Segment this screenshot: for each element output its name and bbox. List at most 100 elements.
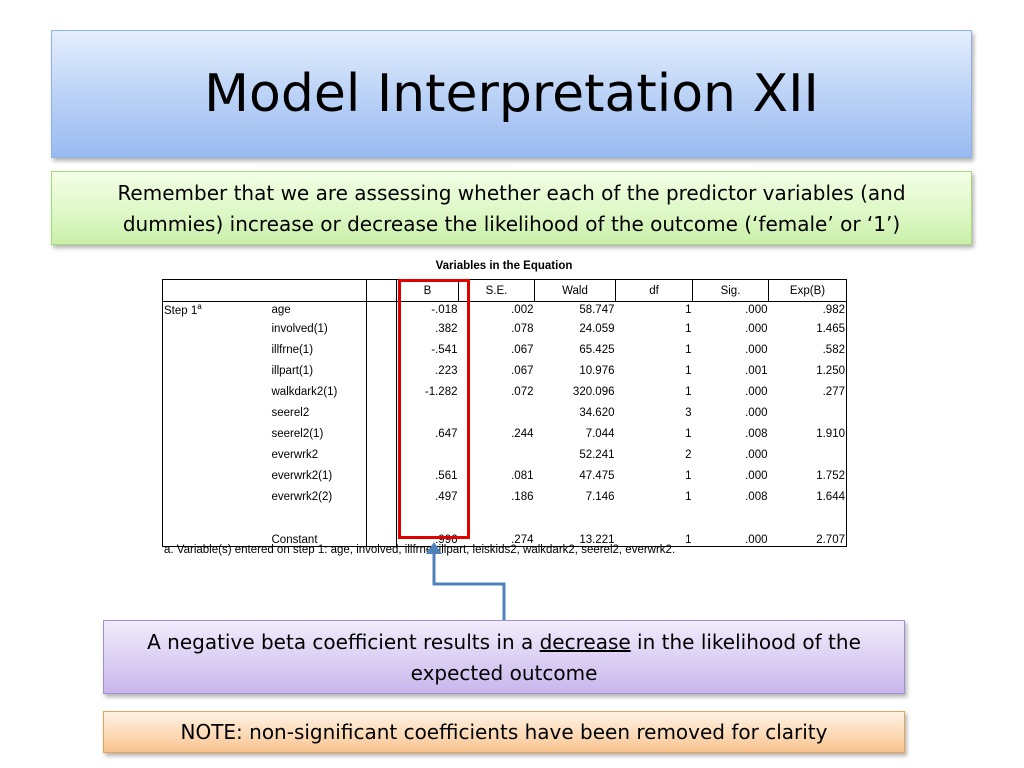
variable-name: Constant (270, 507, 367, 547)
spacer-cell (366, 318, 397, 339)
variable-name: everwrk2(1) (271, 469, 333, 482)
table-row: walkdark2(1) -1.282 .072 320.096 1 .000.277 (162, 381, 847, 402)
sig-value: .000 (745, 448, 768, 461)
table-caption: Variables in the Equation (435, 260, 573, 272)
table-row: everwrk2 52.241 2 .000 (162, 444, 847, 465)
variable-name: age (271, 304, 291, 316)
df-value: 1 (685, 322, 692, 335)
variable-name: everwrk2 (271, 448, 319, 461)
table-body: Step 1a age -.018.002 58.747 1.000.982 involv… (162, 301, 847, 547)
step-cell (162, 423, 271, 444)
header-df: df (615, 279, 693, 302)
header-expb: Exp(B) (768, 279, 847, 302)
wald-value: 13.221 (534, 507, 616, 547)
step-cell (162, 444, 271, 465)
se-value: .002 (511, 304, 534, 316)
spacer-cell (366, 465, 397, 486)
df-value: 1 (685, 385, 692, 398)
df-value: 1 (685, 469, 692, 482)
spacer-cell (366, 301, 397, 318)
step-cell (162, 465, 271, 486)
expb-value: 1.752 (768, 465, 847, 486)
se-value: .078 (511, 322, 534, 335)
variable-name: involved(1) (271, 322, 328, 335)
se-value: .067 (511, 343, 534, 356)
callout-text-after: in the likelihood of the (630, 630, 861, 654)
spacer-cell (366, 402, 397, 423)
intro-box: Remember that we are assessing whether e… (51, 171, 972, 245)
se-value: .274 (458, 507, 535, 547)
wald-value: 65.425 (579, 343, 615, 356)
sig-value: .000 (692, 507, 769, 547)
table-row: Constant .996.274 13.221 1.000 2.707 (162, 507, 847, 547)
b-value: -.541 (396, 339, 459, 360)
spacer-cell (366, 507, 397, 547)
spacer-cell (366, 360, 397, 381)
df-value: 1 (685, 427, 692, 440)
header-wald: Wald (534, 279, 616, 302)
df-value: 1 (685, 343, 692, 356)
step-cell (162, 339, 271, 360)
wald-value: 7.044 (585, 427, 615, 440)
wald-value: 7.146 (585, 490, 615, 503)
table-footnote: a. Variable(s) entered on step 1: age, i… (164, 544, 676, 556)
sig-value: .000 (745, 343, 768, 356)
callout-line-1: A negative beta coefficient results in a… (104, 627, 904, 658)
wald-value: 47.475 (579, 469, 615, 482)
variable-name: illfrne(1) (271, 343, 314, 356)
intro-line-1: Remember that we are assessing whether e… (117, 181, 906, 205)
variable-name: walkdark2(1) (271, 385, 338, 398)
table-row: seerel2(1) .647 .244 7.044 1 .008 1.910 (162, 423, 847, 444)
sig-value: .000 (745, 385, 768, 398)
se-value: .067 (511, 364, 534, 377)
se-value (459, 444, 535, 465)
table-row: seerel2 34.620 3 .000 (162, 402, 847, 423)
sig-value: .000 (745, 322, 768, 335)
table-header-row: B S.E. Wald df Sig. Exp(B) (162, 279, 847, 302)
step-superscript: a (197, 302, 202, 311)
b-value: -1.282 (396, 381, 459, 402)
callout-emphasis: decrease (539, 630, 631, 654)
b-value: .497 (396, 486, 459, 507)
callout-text-before: A negative beta coefficient results in a (147, 630, 540, 654)
spacer-cell (366, 339, 397, 360)
spacer-cell (366, 381, 397, 402)
variables-table: B S.E. Wald df Sig. Exp(B) Step 1a age -.0… (162, 279, 847, 547)
df-value: 2 (685, 448, 692, 461)
df-value: 1 (685, 490, 692, 503)
sig-value: .001 (745, 364, 768, 377)
step-cell: Step 1a (162, 301, 271, 318)
sig-value: .000 (745, 406, 768, 419)
b-value: .647 (396, 423, 459, 444)
slide-title: Model Interpretation XII (204, 64, 819, 124)
b-value (396, 402, 459, 423)
df-value: 3 (685, 406, 692, 419)
wald-value: 52.241 (579, 448, 615, 461)
wald-value: 34.620 (579, 406, 615, 419)
spacer-cell (366, 423, 397, 444)
intro-line-2: dummies) increase or decrease the likeli… (122, 212, 901, 236)
title-box: Model Interpretation XII (51, 30, 972, 158)
table-row: everwrk2(2) .497 .186 7.146 1 .008 1.644 (162, 486, 847, 507)
step-cell (162, 318, 271, 339)
step-cell (162, 360, 271, 381)
callout-arrow (426, 542, 506, 620)
table-row: Step 1a age -.018.002 58.747 1.000.982 (162, 301, 847, 318)
expb-value (768, 402, 847, 423)
se-value (459, 402, 535, 423)
expb-value (768, 444, 847, 465)
wald-value: 24.059 (579, 322, 615, 335)
variable-name: everwrk2(2) (271, 490, 333, 503)
b-value: -.018 (396, 301, 459, 318)
expb-value: 1.250 (768, 360, 847, 381)
b-value (396, 444, 459, 465)
expb-value: .982 (768, 301, 847, 318)
se-value: .072 (511, 385, 534, 398)
header-sig: Sig. (692, 279, 769, 302)
sig-value: .000 (745, 304, 768, 316)
df-value: 1 (685, 304, 692, 316)
table-row: everwrk2(1) .561 .081 47.475 1 .000 1.752 (162, 465, 847, 486)
callout-line-2: expected outcome (410, 661, 598, 685)
note-box: NOTE: non-significant coefficients have … (103, 711, 905, 753)
spacer-cell (366, 444, 397, 465)
